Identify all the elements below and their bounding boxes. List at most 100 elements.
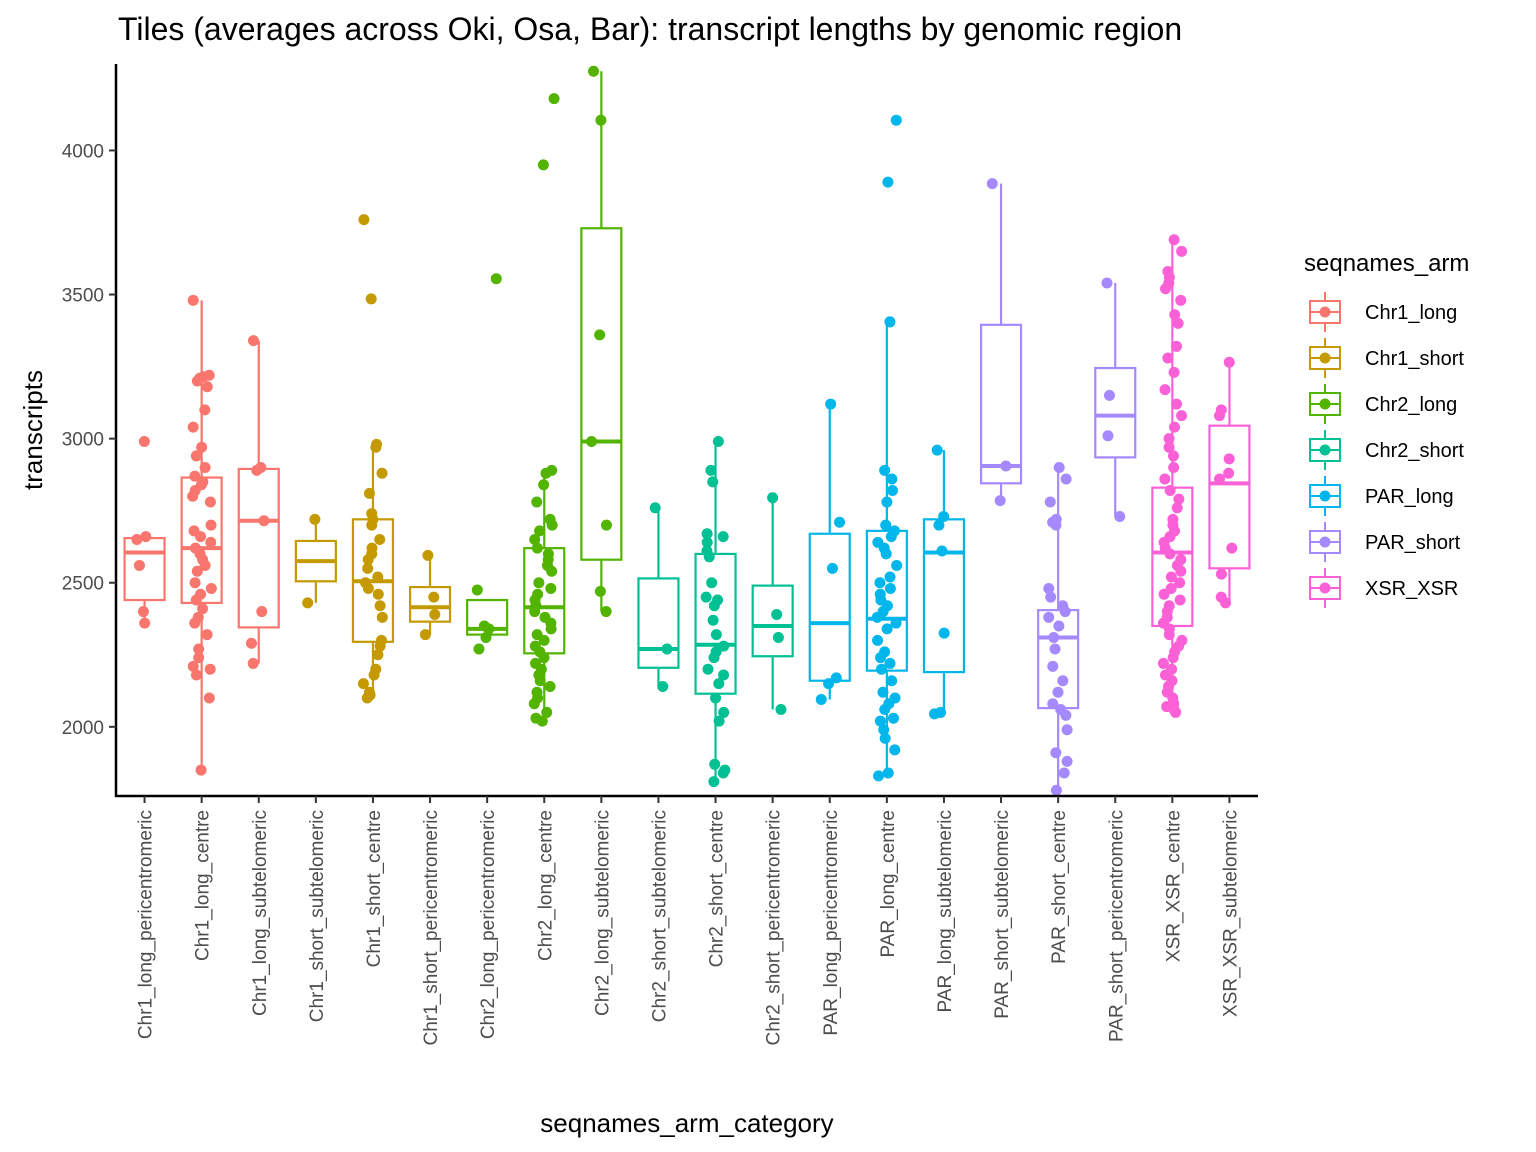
data-point [483,623,495,635]
data-point [936,545,948,557]
data-point [1173,493,1185,505]
data-point [886,473,898,485]
data-point [879,464,891,476]
data-point [1047,660,1059,672]
data-point [199,404,211,416]
legend-key-point [1319,490,1331,502]
data-point [205,519,217,531]
data-point [251,464,263,476]
data-point [545,623,557,635]
y-tick-label: 2500 [62,574,104,595]
data-point [708,600,720,612]
data-point [884,657,896,669]
data-point [529,606,541,618]
y-tick-label: 3000 [62,430,104,451]
data-point [1168,461,1180,473]
data-point [189,617,201,629]
x-tick-label: Chr1_short_centre [364,810,385,967]
data-point [834,516,846,528]
data-point [775,704,787,716]
data-point [1050,747,1062,759]
data-point [872,634,884,646]
box-group [180,294,223,776]
data-point [878,724,890,736]
legend-item: Chr2_short [1309,430,1464,470]
data-point [258,515,270,527]
box [922,518,966,674]
legend-item: XSR_XSR [1309,568,1458,608]
box-group [694,436,737,788]
box-group [580,65,623,618]
data-point [881,623,893,635]
data-point [189,470,201,482]
box-group [466,273,509,655]
y-tick-label: 2000 [62,718,104,739]
data-point [890,114,902,126]
data-point [1165,571,1177,583]
data-point [881,496,893,508]
y-tick-label: 3500 [62,286,104,307]
data-point [199,461,211,473]
data-point [187,294,199,306]
data-point [874,577,886,589]
data-point [1167,450,1179,462]
data-point [195,764,207,776]
data-point [538,479,550,491]
data-point [195,531,207,543]
data-point [1159,384,1171,396]
data-point [1061,724,1073,736]
x-tick-label: XSR_XSR_centre [1163,810,1184,962]
data-point [376,611,388,623]
legend-key-point [1319,306,1331,318]
data-point [586,436,598,448]
box-group [1094,277,1137,522]
data-point [429,608,441,620]
data-point [374,534,386,546]
data-point [189,577,201,589]
data-point [1157,657,1169,669]
legend-label: Chr2_long [1365,394,1457,416]
data-point [884,316,896,328]
data-point [187,490,199,502]
data-point [771,608,783,620]
data-point [419,629,431,641]
box-group [523,93,566,727]
x-tick-label: XSR_XSR_subtelomeric [1220,810,1241,1017]
data-point [1060,709,1072,721]
data-point [885,531,897,543]
data-point [137,606,149,618]
data-point [708,652,720,664]
data-point [372,588,384,600]
x-tick-label: Chr1_long_pericentromeric [136,810,157,1039]
data-point [541,706,553,718]
data-point [358,214,370,226]
data-point [875,652,887,664]
box-group [865,114,908,782]
data-point [887,712,899,724]
data-point [706,577,718,589]
data-point [1060,473,1072,485]
x-tick-label: Chr1_long_subtelomeric [250,810,271,1016]
box [637,577,680,669]
box [979,323,1023,485]
data-point [701,528,713,540]
data-point [1052,686,1064,698]
x-tick-label: Chr1_short_pericentromeric [421,810,442,1046]
data-point [886,485,898,497]
data-point [365,293,377,305]
data-point [1053,461,1065,473]
data-point [1059,606,1071,618]
data-point [187,660,199,672]
legend-label: Chr1_long [1365,302,1457,324]
data-point [1158,588,1170,600]
data-point [1061,755,1073,767]
box-group [123,436,166,629]
data-point [1053,620,1065,632]
data-point [1103,389,1115,401]
legend-key-point [1319,444,1331,456]
data-point [600,519,612,531]
x-tick-label: PAR_short_centre [1049,810,1070,964]
data-point [428,591,440,603]
data-point [1171,340,1183,352]
box [580,227,623,561]
